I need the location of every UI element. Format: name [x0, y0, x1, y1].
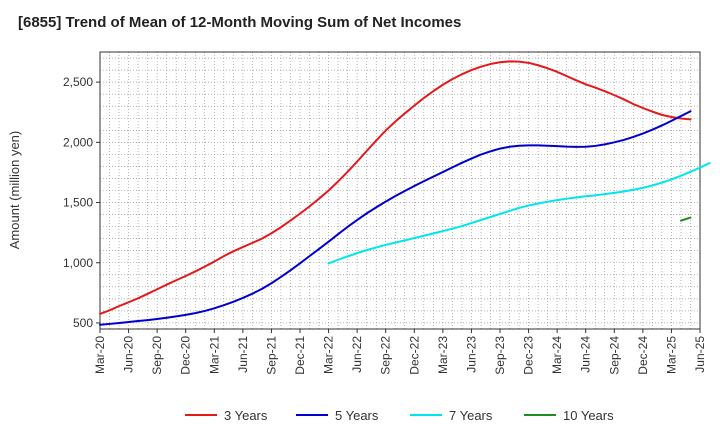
x-tick-label: Jun-25 [693, 336, 707, 373]
x-tick-label: Jun-22 [350, 336, 364, 373]
y-tick-label: 1,500 [63, 196, 93, 210]
x-tick-label: Jun-20 [122, 336, 136, 373]
series-line-10-years [679, 216, 692, 222]
x-tick-label: Jun-21 [236, 336, 250, 373]
grid [100, 52, 700, 329]
x-tick-label: Sep-23 [493, 336, 507, 375]
series-line-7-years [327, 162, 711, 265]
series-lines [99, 60, 711, 326]
x-tick-label: Mar-21 [207, 336, 221, 374]
x-tick-label: Mar-20 [93, 336, 107, 374]
x-tick-label: Dec-23 [522, 336, 536, 375]
x-tick-label: Dec-24 [636, 336, 650, 375]
legend: 3 Years 5 Years 7 Years 10 Years [185, 408, 614, 423]
x-tick-label: Sep-22 [379, 336, 393, 375]
y-tick-label: 2,000 [63, 135, 93, 149]
x-tick-label: Mar-23 [436, 336, 450, 374]
x-tick-label: Dec-21 [293, 336, 307, 375]
legend-label: 5 Years [335, 408, 379, 423]
legend-label: 7 Years [449, 408, 493, 423]
x-tick-label: Dec-22 [407, 336, 421, 375]
x-axis-ticks: Mar-20 Jun-20 Sep-20 Dec-20 Mar-21 Jun-21 Sep-… [93, 329, 707, 375]
x-tick-label: Jun-24 [579, 336, 593, 373]
x-tick-label: Sep-21 [264, 336, 278, 375]
series-line-3-years [99, 60, 692, 315]
y-tick-label: 1,000 [63, 256, 93, 270]
x-tick-label: Mar-24 [550, 336, 564, 374]
x-tick-label: Mar-25 [664, 336, 678, 374]
y-tick-label: 2,500 [63, 75, 93, 89]
x-tick-label: Mar-22 [322, 336, 336, 374]
chart-title: [6855] Trend of Mean of 12-Month Moving … [18, 14, 462, 31]
x-tick-label: Jun-23 [464, 336, 478, 373]
series-line-5-years [99, 110, 692, 326]
x-tick-label: Sep-24 [607, 336, 621, 375]
legend-label: 3 Years [224, 408, 268, 423]
x-tick-label: Dec-20 [179, 336, 193, 375]
plot-area [99, 51, 701, 330]
y-axis-label: Amount (million yen) [7, 131, 22, 250]
y-axis-ticks: 500 1,000 1,500 2,000 2,500 [63, 75, 100, 330]
y-tick-label: 500 [73, 316, 93, 330]
legend-label: 10 Years [563, 408, 614, 423]
x-tick-label: Sep-20 [150, 336, 164, 375]
